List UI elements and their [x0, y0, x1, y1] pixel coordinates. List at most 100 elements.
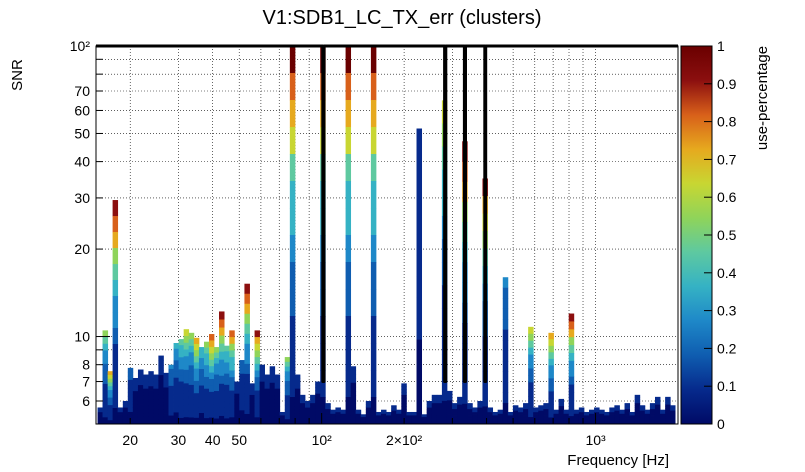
- heatmap-cell: [492, 417, 499, 419]
- heatmap-cell: [568, 352, 575, 362]
- heatmap-cell: [452, 419, 458, 422]
- heatmap-cell: [264, 374, 271, 379]
- heatmap-cell: [173, 406, 180, 413]
- heatmap-cell: [158, 394, 164, 400]
- heatmap-cell: [173, 395, 180, 402]
- heatmap-cell: [345, 289, 352, 317]
- heatmap-cell: [436, 394, 443, 398]
- heatmap-cell: [431, 401, 438, 404]
- heatmap-cell: [209, 411, 215, 418]
- heatmap-cell: [406, 418, 412, 421]
- heatmap-cell: [269, 395, 276, 400]
- heatmap-cell: [284, 414, 291, 420]
- heatmap-cell: [558, 413, 565, 416]
- heatmap-cell: [381, 411, 387, 414]
- heatmap-cell: [654, 416, 661, 419]
- heatmap-cell: [360, 418, 367, 420]
- heatmap-cell: [467, 407, 473, 410]
- heatmap-cell: [127, 383, 134, 389]
- heatmap-cell: [426, 402, 433, 405]
- heatmap-cell: [502, 308, 509, 320]
- heatmap-cell: [350, 411, 357, 417]
- heatmap-cell: [573, 414, 580, 417]
- heatmap-cell: [299, 405, 306, 408]
- heatmap-cell: [234, 414, 240, 419]
- heatmap-cell: [604, 422, 610, 424]
- heatmap-cell: [517, 408, 524, 411]
- heatmap-cell: [158, 414, 164, 420]
- heatmap-cell: [583, 421, 590, 423]
- heatmap-cell: [558, 415, 565, 418]
- heatmap-cell: [375, 415, 382, 417]
- heatmap-cell: [335, 421, 341, 424]
- heatmap-cell: [431, 409, 438, 412]
- heatmap-cell: [589, 409, 595, 412]
- heatmap-cell: [578, 419, 585, 421]
- heatmap-cell: [315, 393, 321, 398]
- heatmap-cell: [467, 421, 473, 423]
- heatmap-cell: [102, 337, 109, 345]
- heatmap-cell: [299, 396, 306, 400]
- heatmap-cell: [446, 416, 453, 420]
- heatmap-cell: [219, 367, 225, 377]
- heatmap-cell: [137, 420, 144, 425]
- heatmap-cell: [305, 412, 311, 415]
- heatmap-cell: [239, 405, 245, 411]
- heatmap-cell: [614, 410, 620, 413]
- heatmap-cell: [279, 417, 286, 420]
- heatmap-cell: [122, 414, 129, 417]
- heatmap-cell: [229, 343, 235, 351]
- heatmap-cell: [528, 361, 534, 369]
- heatmap-cell: [370, 46, 377, 74]
- heatmap-cell: [209, 398, 215, 406]
- heatmap-cell: [153, 402, 159, 407]
- heatmap-cell: [229, 337, 235, 345]
- heatmap-cell: [299, 409, 306, 412]
- colorbar-tick-label: 0.8: [717, 114, 737, 130]
- heatmap-cell: [406, 414, 412, 416]
- heatmap-cell: [436, 396, 443, 400]
- heatmap-cell: [350, 403, 357, 408]
- heatmap-cell: [163, 380, 169, 385]
- heatmap-cell: [523, 422, 529, 425]
- heatmap-cell: [543, 404, 549, 407]
- heatmap-cell: [512, 414, 519, 417]
- heatmap-cell: [183, 417, 190, 425]
- heatmap-cell: [188, 378, 195, 386]
- heatmap-cell: [391, 405, 397, 408]
- heatmap-cell: [538, 415, 544, 418]
- heatmap-cell: [178, 393, 185, 401]
- heatmap-cell: [406, 421, 412, 423]
- heatmap-cell: [340, 409, 346, 412]
- heatmap-cell: [148, 397, 154, 402]
- heatmap-cell: [137, 388, 144, 394]
- heatmap-cell: [578, 412, 585, 414]
- heatmap-cell: [467, 404, 473, 407]
- heatmap-cell: [452, 413, 458, 416]
- heatmap-cell: [163, 383, 169, 388]
- heatmap-cell: [396, 418, 402, 421]
- heatmap-cell: [375, 420, 382, 422]
- heatmap-cell: [345, 127, 352, 155]
- heatmap-cell: [102, 377, 109, 385]
- heatmap-cell: [649, 415, 656, 417]
- heatmap-cell: [654, 406, 661, 409]
- heatmap-cell: [325, 413, 331, 416]
- heatmap-cell: [299, 419, 306, 423]
- y-tick-label: 30: [74, 190, 90, 206]
- heatmap-cell: [482, 388, 488, 407]
- heatmap-cell: [416, 339, 423, 362]
- heatmap-cell: [294, 395, 301, 400]
- heatmap-cell: [660, 419, 666, 422]
- heatmap-cell: [219, 327, 225, 336]
- heatmap-cell: [446, 402, 453, 406]
- heatmap-cell: [375, 421, 382, 423]
- heatmap-cell: [634, 403, 641, 406]
- heatmap-cell: [589, 410, 595, 413]
- heatmap-cell: [543, 421, 549, 423]
- heatmap-cell: [340, 416, 346, 419]
- heatmap-cell: [97, 416, 103, 419]
- heatmap-cell: [370, 397, 377, 425]
- heatmap-cell: [299, 417, 306, 421]
- heatmap-cell: [426, 412, 433, 415]
